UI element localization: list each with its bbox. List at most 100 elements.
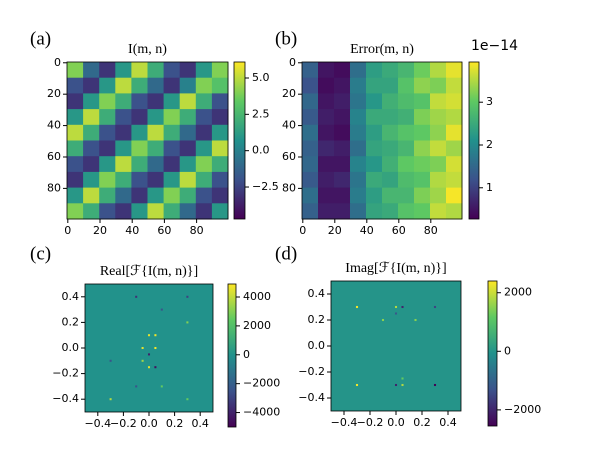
heatmap-cell bbox=[366, 62, 383, 79]
heatmap-cell bbox=[366, 156, 383, 173]
heatmap-cell bbox=[99, 77, 116, 94]
heatmap-point bbox=[109, 398, 112, 401]
heatmap-cell bbox=[382, 140, 399, 157]
colorbar-tick-label: 2.5 bbox=[252, 107, 270, 120]
heatmap-cell bbox=[179, 93, 197, 110]
x-tick-label: 0.2 bbox=[166, 417, 184, 430]
heatmap-cell bbox=[83, 187, 100, 204]
heatmap-cell bbox=[398, 93, 415, 110]
heatmap-cell bbox=[163, 187, 181, 204]
heatmap-cell bbox=[350, 156, 367, 173]
x-tick-label: 60 bbox=[392, 224, 406, 237]
heatmap-cell bbox=[211, 187, 229, 204]
heatmap-cell bbox=[382, 62, 399, 79]
heatmap-cell bbox=[366, 93, 383, 110]
heatmap-cell bbox=[179, 187, 197, 204]
heatmap-cell bbox=[83, 109, 100, 126]
heatmap-cell bbox=[430, 62, 447, 79]
heatmap-cell bbox=[195, 140, 213, 157]
x-tick-label: −0.2 bbox=[110, 417, 137, 430]
heatmap-point bbox=[394, 312, 398, 315]
heatmap-cell bbox=[382, 124, 399, 141]
x-tick-label: 0.4 bbox=[191, 417, 209, 430]
heatmap-cell bbox=[195, 203, 213, 220]
heatmap-cell bbox=[398, 171, 415, 189]
y-tick-label: 0 bbox=[54, 56, 61, 69]
heatmap-cell bbox=[366, 109, 383, 126]
heatmap-cell bbox=[430, 156, 447, 173]
heatmap-cell bbox=[115, 203, 132, 220]
y-tick-label: −0.4 bbox=[52, 392, 79, 405]
heatmap-point bbox=[147, 334, 151, 337]
heatmap-point bbox=[135, 295, 138, 298]
heatmap-point bbox=[414, 318, 417, 322]
heatmap-cell bbox=[318, 124, 335, 141]
colorbar-tick-label: 2000 bbox=[504, 286, 532, 299]
heatmap-cell bbox=[67, 109, 84, 126]
heatmap-cell bbox=[334, 140, 351, 157]
heatmap-point bbox=[147, 366, 151, 369]
heatmap-cell bbox=[414, 62, 431, 79]
heatmap-point bbox=[160, 308, 163, 311]
y-tick-label: 0.2 bbox=[62, 315, 80, 328]
heatmap-cell bbox=[334, 109, 351, 126]
heatmap-cell bbox=[334, 187, 351, 204]
heatmap-cell bbox=[398, 62, 415, 79]
heatmap-point bbox=[186, 321, 189, 324]
heatmap-cell bbox=[414, 156, 431, 173]
heatmap-cell bbox=[83, 124, 100, 141]
heatmap-cell bbox=[195, 93, 213, 110]
heatmap-point bbox=[141, 359, 144, 362]
colorbar bbox=[468, 61, 480, 220]
y-tick-label: 40 bbox=[282, 119, 296, 132]
heatmap-cell bbox=[67, 93, 84, 110]
heatmap-cell bbox=[334, 171, 351, 189]
x-tick-label: 40 bbox=[125, 224, 139, 237]
heatmap-point bbox=[186, 295, 189, 298]
heatmap-cell bbox=[350, 140, 367, 157]
y-tick-label: 60 bbox=[282, 150, 296, 163]
heatmap-cell bbox=[350, 124, 367, 141]
heatmap-cell bbox=[302, 187, 319, 204]
heatmap-cell bbox=[67, 77, 84, 94]
x-tick-label: 20 bbox=[93, 224, 107, 237]
colorbar-tick-label: 5.0 bbox=[252, 71, 270, 84]
heatmap-point bbox=[147, 353, 151, 356]
heatmap-cell bbox=[163, 156, 181, 173]
colorbar-tick-label: −2000 bbox=[504, 403, 541, 416]
heatmap-cell bbox=[179, 77, 197, 94]
heatmap-point bbox=[401, 305, 404, 309]
y-tick-label: 40 bbox=[47, 119, 61, 132]
heatmap-cell bbox=[382, 93, 399, 110]
heatmap-cell bbox=[99, 171, 116, 189]
heatmap-cell bbox=[430, 109, 447, 126]
colorbar bbox=[233, 61, 246, 220]
heatmap-cell bbox=[302, 140, 319, 157]
heatmap-point bbox=[433, 305, 437, 309]
heatmap-cell bbox=[414, 187, 431, 204]
panel-label: (a) bbox=[30, 28, 51, 49]
y-tick-label: 80 bbox=[282, 181, 296, 194]
panel-title: Imag[ℱ{I(m, n)}] bbox=[345, 261, 446, 276]
heatmap-cell bbox=[430, 187, 447, 204]
heatmap-cell bbox=[430, 93, 447, 110]
heatmap-cell bbox=[414, 124, 431, 141]
heatmap-cell bbox=[334, 62, 351, 79]
heatmap-cell bbox=[211, 171, 229, 189]
axes-frame bbox=[301, 61, 463, 220]
axes-frame bbox=[66, 61, 229, 220]
x-tick-label: 0 bbox=[64, 224, 71, 237]
colorbar-tick-label: −2000 bbox=[243, 377, 280, 390]
heatmap-cell bbox=[318, 140, 335, 157]
heatmap-cell bbox=[195, 171, 213, 189]
heatmap-cell bbox=[147, 62, 165, 79]
heatmap-cell bbox=[99, 93, 116, 110]
heatmap-cell bbox=[302, 171, 319, 189]
heatmap-cell bbox=[83, 62, 100, 79]
heatmap-cell bbox=[115, 77, 132, 94]
heatmap-cell bbox=[430, 140, 447, 157]
heatmap-cell bbox=[382, 156, 399, 173]
heatmap-point bbox=[394, 305, 398, 309]
panel-title: Real[ℱ{I(m, n)}] bbox=[100, 264, 198, 279]
colorbar-tick-label: −4000 bbox=[243, 406, 280, 419]
